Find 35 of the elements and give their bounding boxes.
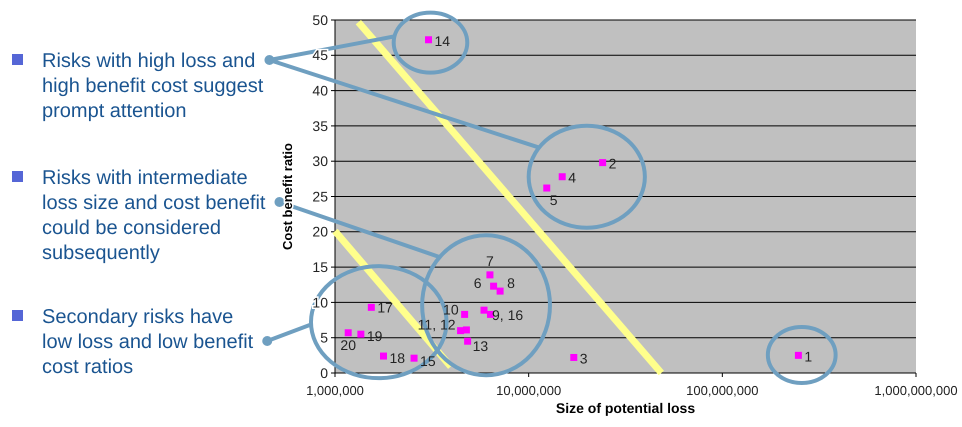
y-axis-title: Cost benefit ratio bbox=[280, 143, 295, 250]
x-tick-label: 100,000,000 bbox=[686, 383, 758, 398]
y-tick-label: 35 bbox=[312, 118, 328, 134]
x-tick-label: 1,000,000 bbox=[306, 383, 364, 398]
y-tick-label: 45 bbox=[312, 47, 328, 64]
x-tick-label: 1,000,000,000 bbox=[874, 383, 958, 398]
y-tick-label: 15 bbox=[312, 259, 328, 275]
annotation: 7 bbox=[486, 252, 494, 269]
y-tick-label: 5 bbox=[320, 330, 328, 346]
annotation: 15 bbox=[420, 353, 436, 370]
y-tick-label: 20 bbox=[312, 224, 328, 240]
annotation: 4 bbox=[568, 170, 576, 186]
x-tick-label: 10,000,000 bbox=[496, 383, 562, 398]
y-tick-label: 30 bbox=[312, 153, 328, 170]
annotation: 6 bbox=[474, 275, 482, 292]
annotation: 13 bbox=[472, 338, 488, 354]
annotation: 5 bbox=[550, 192, 558, 208]
annotation: 18 bbox=[390, 350, 406, 366]
annotation: 1 bbox=[804, 348, 812, 364]
annotation: 10 bbox=[443, 301, 459, 318]
annotation: 11, 12 bbox=[418, 316, 456, 333]
annotation: 9, 16 bbox=[492, 307, 524, 324]
annotation: 3 bbox=[580, 350, 588, 366]
text: Risks with intermediate loss size and cost benefit could be considered subsequently bbox=[42, 167, 266, 264]
annotation: 14 bbox=[434, 32, 450, 49]
y-tick-label: 40 bbox=[312, 82, 328, 98]
y-tick-label: 50 bbox=[312, 12, 328, 28]
y-tick-label: 25 bbox=[312, 188, 328, 204]
annotation: 17 bbox=[377, 299, 394, 316]
text: Risks with high loss and high benefit cost suggest prompt attention bbox=[42, 50, 264, 122]
y-tick-label: 0 bbox=[320, 364, 328, 381]
text: Secondary risks have low loss and low benefit cost ratios bbox=[42, 306, 254, 378]
annotation: 8 bbox=[507, 275, 516, 292]
x-axis-title: Size of potential loss bbox=[556, 400, 696, 416]
annotation: 20 bbox=[340, 336, 356, 353]
